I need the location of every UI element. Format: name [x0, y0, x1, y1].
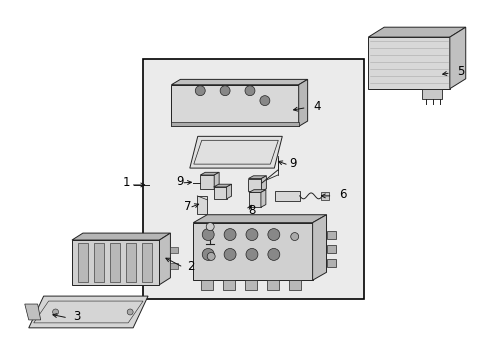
Circle shape — [202, 248, 214, 260]
Bar — [320, 192, 328, 200]
Polygon shape — [142, 243, 151, 282]
Circle shape — [195, 86, 205, 96]
Polygon shape — [213, 184, 231, 187]
Circle shape — [260, 96, 269, 105]
Polygon shape — [312, 215, 326, 280]
Circle shape — [127, 309, 133, 315]
Bar — [244, 280, 256, 290]
Text: 2: 2 — [187, 260, 194, 273]
Polygon shape — [449, 27, 465, 89]
Circle shape — [206, 223, 214, 231]
Polygon shape — [193, 223, 312, 280]
Polygon shape — [200, 175, 214, 189]
Text: 4: 4 — [313, 100, 321, 113]
Bar — [170, 247, 178, 253]
Polygon shape — [214, 172, 219, 189]
Bar — [201, 280, 213, 290]
Circle shape — [267, 248, 279, 260]
Circle shape — [245, 229, 257, 240]
Polygon shape — [261, 190, 265, 207]
Polygon shape — [109, 243, 120, 282]
Text: 5: 5 — [456, 66, 463, 78]
Polygon shape — [248, 192, 261, 207]
Text: 6: 6 — [339, 188, 346, 201]
Bar — [326, 231, 336, 239]
Bar — [170, 264, 178, 269]
Polygon shape — [298, 80, 307, 126]
Circle shape — [220, 86, 230, 96]
Polygon shape — [274, 191, 299, 201]
Polygon shape — [171, 122, 298, 126]
Circle shape — [245, 248, 257, 260]
Circle shape — [224, 248, 236, 260]
Polygon shape — [72, 233, 170, 240]
Circle shape — [207, 252, 215, 260]
Text: 3: 3 — [73, 310, 80, 323]
Bar — [142, 59, 364, 299]
Polygon shape — [25, 304, 41, 320]
Circle shape — [202, 229, 214, 240]
Polygon shape — [125, 243, 135, 282]
Bar — [266, 280, 278, 290]
Text: 1: 1 — [122, 176, 130, 189]
Bar — [223, 280, 235, 290]
Polygon shape — [72, 240, 159, 285]
Polygon shape — [213, 187, 226, 199]
Polygon shape — [171, 80, 307, 85]
Bar — [288, 280, 300, 290]
Circle shape — [267, 229, 279, 240]
Polygon shape — [171, 85, 298, 126]
Polygon shape — [367, 27, 465, 37]
Text: 9: 9 — [289, 157, 297, 170]
Polygon shape — [193, 215, 326, 223]
Bar — [326, 245, 336, 253]
Circle shape — [224, 229, 236, 240]
Bar — [326, 258, 336, 266]
Polygon shape — [189, 136, 282, 168]
Circle shape — [53, 309, 59, 315]
Polygon shape — [200, 172, 219, 175]
Polygon shape — [248, 190, 265, 192]
Polygon shape — [94, 243, 103, 282]
Bar — [142, 59, 364, 299]
Polygon shape — [78, 243, 88, 282]
Polygon shape — [261, 176, 266, 192]
Text: 7: 7 — [184, 200, 191, 213]
Polygon shape — [367, 37, 449, 89]
Text: 9: 9 — [176, 175, 183, 189]
Text: 8: 8 — [247, 204, 255, 217]
Polygon shape — [226, 184, 231, 199]
Circle shape — [244, 86, 254, 96]
Bar — [197, 196, 207, 214]
Polygon shape — [248, 176, 266, 179]
Polygon shape — [421, 89, 441, 99]
Polygon shape — [248, 179, 261, 192]
Circle shape — [290, 233, 298, 240]
Polygon shape — [29, 296, 148, 328]
Polygon shape — [159, 233, 170, 285]
